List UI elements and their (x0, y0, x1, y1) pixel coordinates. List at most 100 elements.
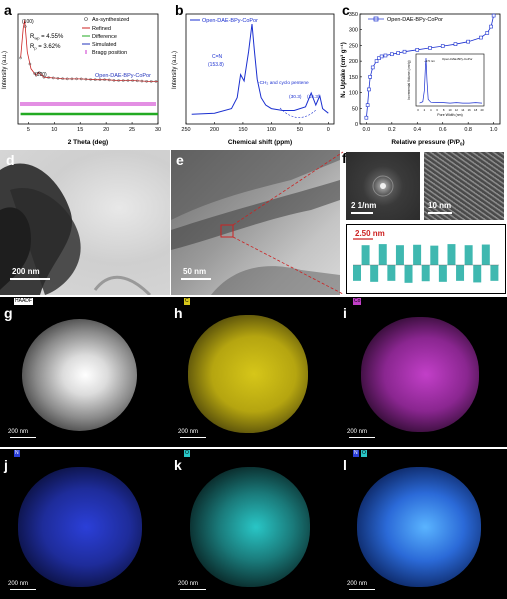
data-point (367, 87, 371, 92)
fft-center-spot (380, 183, 386, 189)
x-tick-label: 15 (77, 127, 83, 133)
flake-3 (211, 266, 340, 295)
haadf-label: HAADF (14, 298, 33, 305)
x-tick-label: 200 (210, 127, 219, 133)
eds-map-c: C h 200 nm (170, 297, 339, 447)
x-tick-label: 250 (181, 127, 190, 133)
inset-x-label: Pore Width (nm) (437, 113, 462, 117)
data-point (70, 77, 74, 81)
profile-bar (473, 265, 482, 283)
data-point (479, 35, 483, 40)
particle-edge (93, 275, 152, 295)
y-axis-label: Intensity (a.u.) (2, 51, 8, 89)
profile-bar (464, 245, 473, 265)
peak-100-label: (100) (22, 19, 34, 25)
data-point (93, 78, 97, 82)
data-point (145, 79, 148, 83)
scale-label-j: 200 nm (8, 581, 29, 587)
inset-tick-label: 16 (468, 108, 472, 112)
peak-303-label: (30.3) (289, 94, 302, 100)
scale-label-hr: 10 nm (428, 201, 452, 210)
y-tick-label: 150 (349, 75, 358, 81)
data-point (65, 77, 69, 81)
panel-label-j: j (4, 457, 8, 473)
scale-bar-fft (351, 212, 373, 214)
x-ticks: 250 200 150 100 50 0 (181, 122, 330, 133)
data-point (131, 79, 134, 82)
data-point (61, 77, 64, 81)
hrtem-image: 10 nm (424, 152, 504, 220)
eds-map-overlay: N O l 200 nm (339, 449, 507, 599)
profile-bar (370, 265, 379, 282)
x-tick-label: 0 (327, 127, 330, 133)
overlay-label-o: O (361, 450, 367, 457)
data-point (89, 78, 92, 81)
scale-bar-d (10, 278, 50, 280)
data-point (126, 79, 130, 82)
flake-1 (171, 150, 340, 220)
isotherm-plot: N₂ Uptake (cm³ g⁻¹) Relative pressure (P… (340, 12, 501, 147)
peak-cn-label: C=N (212, 54, 223, 60)
scale-bar-l (349, 589, 375, 590)
panel-label-e: e (176, 152, 184, 168)
x-axis-label: Relative pressure (P/P0) (391, 139, 464, 147)
inset-tick-label: 20 (480, 108, 484, 112)
chart-c-isotherm: N₂ Uptake (cm³ g⁻¹) Relative pressure (P… (338, 0, 507, 150)
x-tick-label: 30 (155, 127, 161, 133)
pore-size-inset: Incremental Volume (cm³/g) Pore Width (n… (407, 53, 485, 117)
data-point (383, 53, 388, 58)
data-point (485, 31, 490, 35)
scale-bar-g (10, 437, 36, 438)
x-tick-label: 25 (129, 127, 135, 133)
pxrd-plot: Intensity (a.u.) 2 Theta (deg) 5 10 15 20 25… (2, 13, 161, 146)
x-tick-label: 0.2 (388, 127, 396, 133)
scale-label-g: 200 nm (8, 429, 29, 435)
data-point (56, 76, 60, 80)
inset-frame (415, 53, 485, 107)
data-point (154, 80, 158, 83)
data-point (117, 79, 120, 82)
data-point (374, 59, 379, 63)
tem-d-texture (0, 163, 152, 295)
inset-y-label: Incremental Volume (cm³/g) (407, 60, 411, 99)
data-point (23, 25, 27, 28)
profile-bars (353, 244, 499, 283)
data-point (368, 75, 372, 79)
panel-label-b: b (175, 2, 184, 18)
zoom-box (220, 224, 234, 238)
plot-frame (185, 13, 335, 125)
rwp-label: Rwp = 4.55% (30, 34, 64, 41)
inset-tick-label: 0 (417, 108, 419, 112)
data-point (370, 65, 375, 70)
lattice-profile-svg: 2.50 nm (353, 229, 499, 283)
y-ticks: 0 50 100 150 200 250 300 350 (349, 12, 362, 128)
period-label: 2.50 nm (355, 229, 385, 238)
chart-a-pxrd: Intensity (a.u.) 2 Theta (deg) 5 10 15 20 25… (0, 0, 170, 150)
data-point (466, 39, 470, 44)
profile-bar (456, 265, 465, 281)
oxygen-distribution (190, 467, 310, 587)
profile-bar (387, 265, 396, 281)
y-tick-label: 50 (352, 106, 358, 112)
chart-b-nmr: Intensity (a.u.) Chemical shift (ppm) 25… (170, 0, 338, 150)
cobalt-label: Co (353, 298, 362, 305)
carbon-label: C (184, 298, 190, 305)
panel-label-i: i (343, 305, 347, 321)
data-point (103, 78, 106, 82)
zoom-line-top (232, 151, 344, 226)
profile-bar (490, 265, 499, 281)
x-axis-label: 2 Theta (deg) (68, 139, 108, 146)
haadf-particle (22, 319, 137, 431)
x-tick-label: 10 (51, 127, 57, 133)
data-point (75, 77, 78, 81)
data-point (121, 79, 125, 82)
legend-bragg: Bragg position (92, 50, 127, 56)
data-point (149, 80, 153, 83)
scale-label-l: 200 nm (347, 581, 368, 587)
profile-bar (361, 245, 370, 265)
peak-cn-value: (153.8) (208, 62, 224, 68)
legend-refined: Refined (92, 26, 111, 32)
panel-label-g: g (4, 305, 13, 321)
data-point (107, 78, 111, 82)
tem-image-e: 50 nm (171, 150, 340, 295)
